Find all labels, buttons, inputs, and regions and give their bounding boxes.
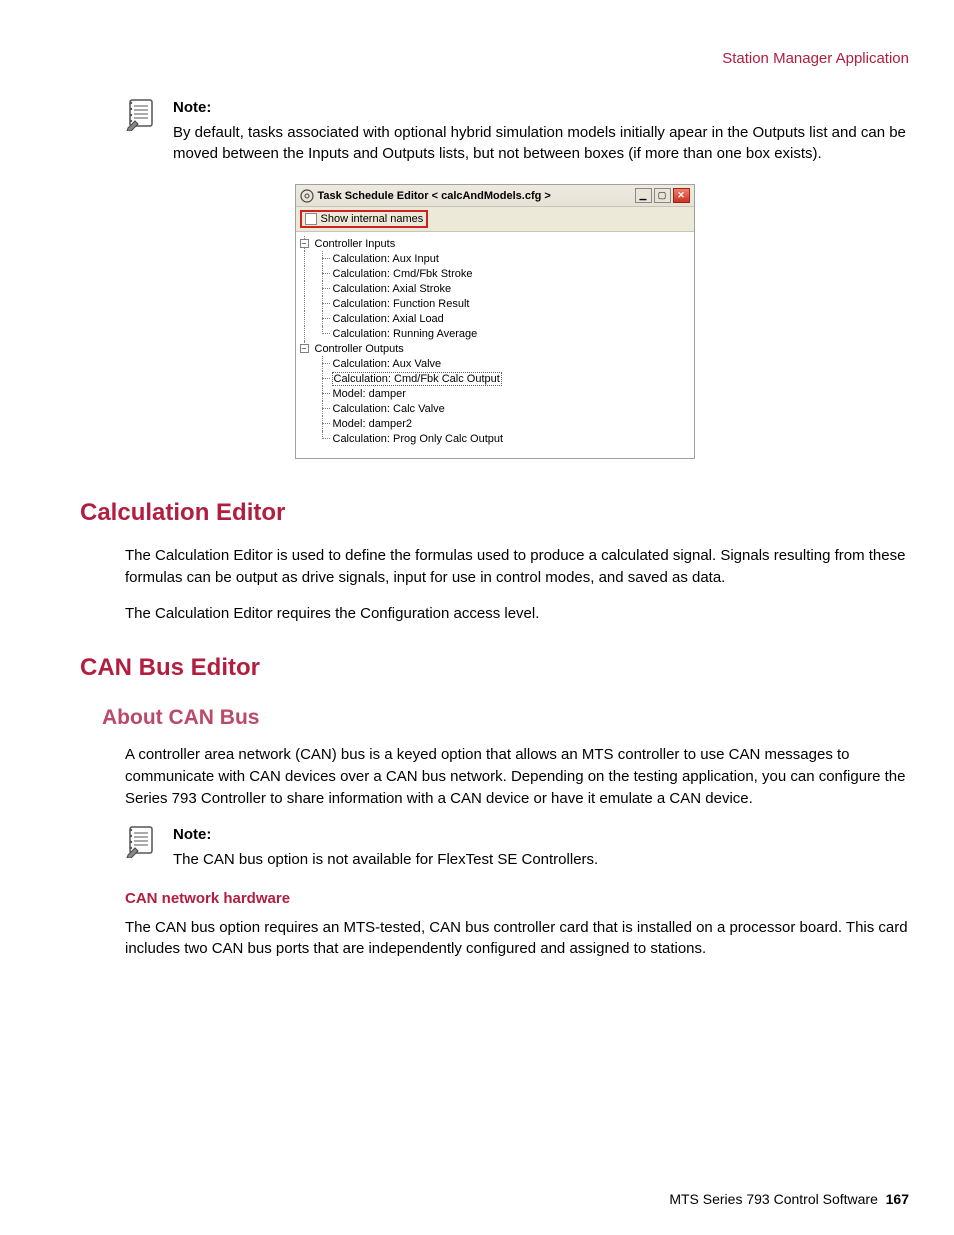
show-internal-names-label: Show internal names: [321, 213, 424, 225]
tree-label: Controller Inputs: [314, 238, 397, 250]
tree-label: Model: damper: [332, 388, 407, 400]
tree-item[interactable]: Calculation: Aux Valve: [296, 356, 694, 371]
heading-can-hardware: CAN network hardware: [125, 890, 909, 907]
tree-item[interactable]: Model: damper: [296, 386, 694, 401]
tree-label: Controller Outputs: [314, 343, 405, 355]
note-block: Note: By default, tasks associated with …: [125, 97, 909, 164]
page-header: Station Manager Application: [80, 50, 909, 67]
tree-label: Calculation: Calc Valve: [332, 403, 446, 415]
para: A controller area network (CAN) bus is a…: [125, 744, 909, 809]
footer-page-number: 167: [886, 1191, 909, 1207]
para: The CAN bus option requires an MTS-teste…: [125, 917, 909, 961]
maximize-button[interactable]: ▢: [654, 188, 671, 203]
para: The Calculation Editor requires the Conf…: [125, 603, 909, 625]
tree-label: Calculation: Axial Load: [332, 313, 445, 325]
heading-about-can-bus: About CAN Bus: [102, 706, 909, 730]
tree-label: Calculation: Prog Only Calc Output: [332, 433, 505, 445]
note-icon: [125, 97, 159, 131]
note-body: By default, tasks associated with option…: [173, 124, 906, 162]
tree-label: Model: damper2: [332, 418, 414, 430]
tree-expander[interactable]: −: [300, 344, 309, 353]
heading-can-bus-editor: CAN Bus Editor: [80, 654, 909, 682]
note-label: Note:: [173, 824, 598, 845]
tree-node-inputs[interactable]: −Controller Inputs: [296, 236, 694, 251]
tree-item[interactable]: Calculation: Axial Load: [296, 311, 694, 326]
page-footer: MTS Series 793 Control Software 167: [669, 1191, 909, 1207]
minimize-button[interactable]: ▁: [635, 188, 652, 203]
tree-item[interactable]: Calculation: Calc Valve: [296, 401, 694, 416]
note-body: The CAN bus option is not available for …: [173, 851, 598, 868]
tree-label: Calculation: Function Result: [332, 298, 471, 310]
tree-expander[interactable]: −: [300, 239, 309, 248]
titlebar: Task Schedule Editor < calcAndModels.cfg…: [296, 185, 694, 207]
note-label: Note:: [173, 97, 909, 118]
show-internal-names-checkbox[interactable]: [305, 213, 317, 225]
tree-label: Calculation: Cmd/Fbk Stroke: [332, 268, 474, 280]
note-block: Note: The CAN bus option is not availabl…: [125, 824, 909, 870]
show-internal-names-highlight: Show internal names: [300, 210, 429, 228]
app-icon: [300, 189, 314, 203]
tree-label: Calculation: Aux Valve: [332, 358, 443, 370]
tree-label: Calculation: Axial Stroke: [332, 283, 453, 295]
tree-label: Calculation: Running Average: [332, 328, 479, 340]
window-title: Task Schedule Editor < calcAndModels.cfg…: [318, 190, 633, 202]
heading-calculation-editor: Calculation Editor: [80, 499, 909, 527]
footer-product: MTS Series 793 Control Software: [669, 1191, 878, 1207]
tree-item[interactable]: Calculation: Axial Stroke: [296, 281, 694, 296]
task-schedule-window: Task Schedule Editor < calcAndModels.cfg…: [295, 184, 695, 459]
tree-item[interactable]: Calculation: Aux Input: [296, 251, 694, 266]
tree-item[interactable]: Calculation: Cmd/Fbk Calc Output: [296, 371, 694, 386]
tree-node-outputs[interactable]: −Controller Outputs: [296, 341, 694, 356]
tree-item[interactable]: Calculation: Prog Only Calc Output: [296, 431, 694, 446]
tree-item[interactable]: Model: damper2: [296, 416, 694, 431]
para: The Calculation Editor is used to define…: [125, 545, 909, 589]
tree-label: Calculation: Cmd/Fbk Calc Output: [332, 372, 502, 386]
tree-label: Calculation: Aux Input: [332, 253, 440, 265]
tree-item[interactable]: Calculation: Running Average: [296, 326, 694, 341]
tree-item[interactable]: Calculation: Function Result: [296, 296, 694, 311]
tree-view[interactable]: −Controller InputsCalculation: Aux Input…: [296, 232, 694, 458]
note-icon: [125, 824, 159, 858]
tree-item[interactable]: Calculation: Cmd/Fbk Stroke: [296, 266, 694, 281]
close-button[interactable]: ✕: [673, 188, 690, 203]
